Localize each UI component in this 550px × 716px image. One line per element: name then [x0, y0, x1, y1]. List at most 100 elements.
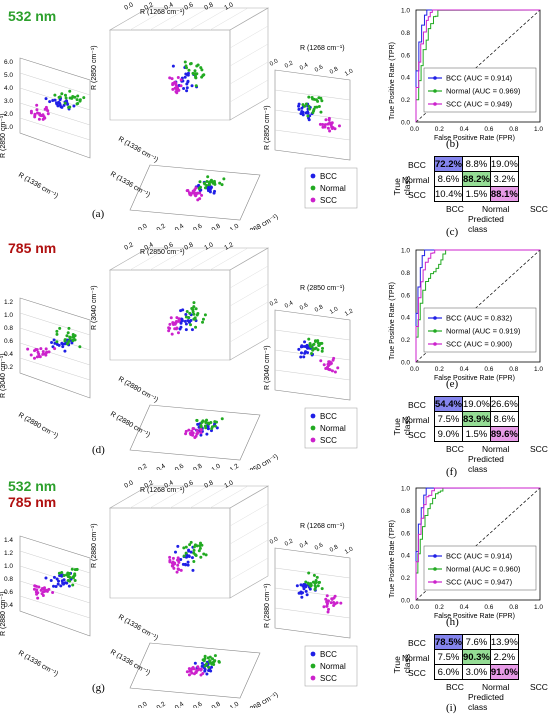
tick-label: 0.4 [4, 351, 13, 358]
data-point-normal [194, 325, 198, 329]
gridline [19, 102, 91, 126]
legend-marker [310, 197, 316, 203]
data-point-scc [187, 667, 191, 671]
wavelength-label-785: 785 nm [8, 240, 57, 256]
wavelength-label-785-combined: 785 nm [8, 494, 57, 510]
cm-cell: 8.6% [434, 171, 463, 187]
tick-label: 6.0 [4, 59, 13, 66]
data-point-bcc [305, 593, 309, 597]
roc-panel-e: 0.00.0 0.2 0.2 0.4 0.4 0.6 0.6 0.8 0.8 1.0 1.0 True… [389, 248, 543, 383]
legend-box [423, 67, 537, 113]
tick-label: 0.0 [410, 126, 419, 133]
legend-marker [433, 580, 437, 584]
tick-label: 0.6 [183, 479, 195, 490]
data-point-scc [46, 112, 50, 116]
tick-label: 0.4 [401, 315, 410, 322]
data-point-normal [67, 105, 71, 109]
data-point-normal [320, 587, 324, 591]
data-point-normal [203, 313, 207, 317]
data-point-scc [170, 332, 174, 336]
cm-cell: 91.0% [489, 664, 519, 680]
panel-label-g: (g) [92, 682, 105, 694]
data-point-scc [321, 125, 325, 129]
tick-label: 5.0 [4, 72, 13, 79]
data-point-scc [41, 352, 45, 356]
data-point-normal [321, 346, 325, 350]
legend-label: BCC [320, 650, 337, 659]
data-point-scc [198, 191, 202, 195]
data-point-bcc [306, 110, 310, 114]
data-point-scc [39, 347, 43, 351]
data-point-scc [322, 605, 326, 609]
data-point-scc [34, 347, 38, 351]
data-point-bcc [187, 554, 191, 558]
roc-curve-bcc [415, 249, 540, 362]
data-point-scc [330, 597, 334, 601]
data-point-scc [41, 587, 45, 591]
data-point-scc [325, 594, 329, 598]
data-point-normal [208, 655, 212, 659]
data-point-scc [33, 113, 37, 117]
data-point-bcc [59, 584, 63, 588]
data-point-normal [64, 96, 68, 100]
data-point-scc [175, 570, 179, 574]
data-point-bcc [49, 579, 53, 583]
data-point-normal [188, 311, 192, 315]
data-point-scc [327, 367, 331, 371]
axis-title: R (2850 cm⁻¹) [0, 113, 7, 158]
data-point-normal [82, 96, 86, 100]
data-point-normal [203, 654, 207, 658]
gridline [229, 25, 269, 49]
data-point-scc [171, 321, 175, 325]
data-point-normal [203, 182, 207, 186]
data-point-normal [192, 305, 196, 309]
tick-label: 0.0 [123, 1, 135, 12]
tick-label: 1.0 [4, 312, 13, 319]
cube-face [229, 485, 269, 599]
tick-label: 0.4 [401, 75, 410, 82]
data-point-bcc [70, 341, 74, 345]
tick-label: 0.4 [174, 223, 186, 230]
data-point-normal [198, 180, 202, 184]
data-point-normal [198, 541, 202, 545]
data-point-normal [311, 580, 315, 584]
gridline [229, 301, 269, 325]
data-point-scc [175, 316, 179, 320]
cube-face [109, 507, 231, 599]
tick-label: 0.2 [401, 97, 410, 104]
data-point-normal [75, 98, 79, 102]
tick-label: 3.0 [4, 98, 13, 105]
cm-row-scc: SCC [408, 668, 426, 678]
gridline [19, 342, 91, 366]
data-point-bcc [57, 579, 61, 583]
data-point-normal [182, 554, 186, 558]
tick-label: 4.0 [4, 85, 13, 92]
tick-label: 0.0 [269, 58, 280, 68]
gridline [169, 7, 209, 31]
roc-curve-normal [415, 9, 541, 122]
data-point-bcc [50, 341, 54, 345]
data-point-bcc [297, 347, 301, 351]
data-point-bcc [215, 426, 219, 430]
cm-col-scc: SCC [530, 204, 548, 214]
data-point-bcc [301, 113, 305, 117]
data-point-scc [332, 603, 336, 607]
gridline [19, 357, 91, 381]
cm-col-normal: Normal [482, 204, 510, 214]
data-point-normal [210, 427, 214, 430]
tick-label: 0.0 [410, 366, 419, 373]
gridline [189, 247, 229, 271]
data-point-normal [205, 662, 209, 666]
tick-label: 0.8 [401, 270, 410, 277]
data-point-normal [63, 101, 67, 105]
tick-label: 0.6 [174, 463, 186, 470]
data-point-normal [195, 72, 199, 76]
data-point-normal [65, 573, 69, 577]
data-point-scc [185, 670, 189, 674]
wavelength-label-532-combined: 532 nm [8, 478, 57, 494]
data-point-bcc [184, 328, 188, 332]
data-point-bcc [44, 576, 48, 580]
data-point-scc [171, 87, 175, 91]
tick-label: 1.0 [344, 68, 355, 78]
data-point-normal [63, 93, 67, 97]
